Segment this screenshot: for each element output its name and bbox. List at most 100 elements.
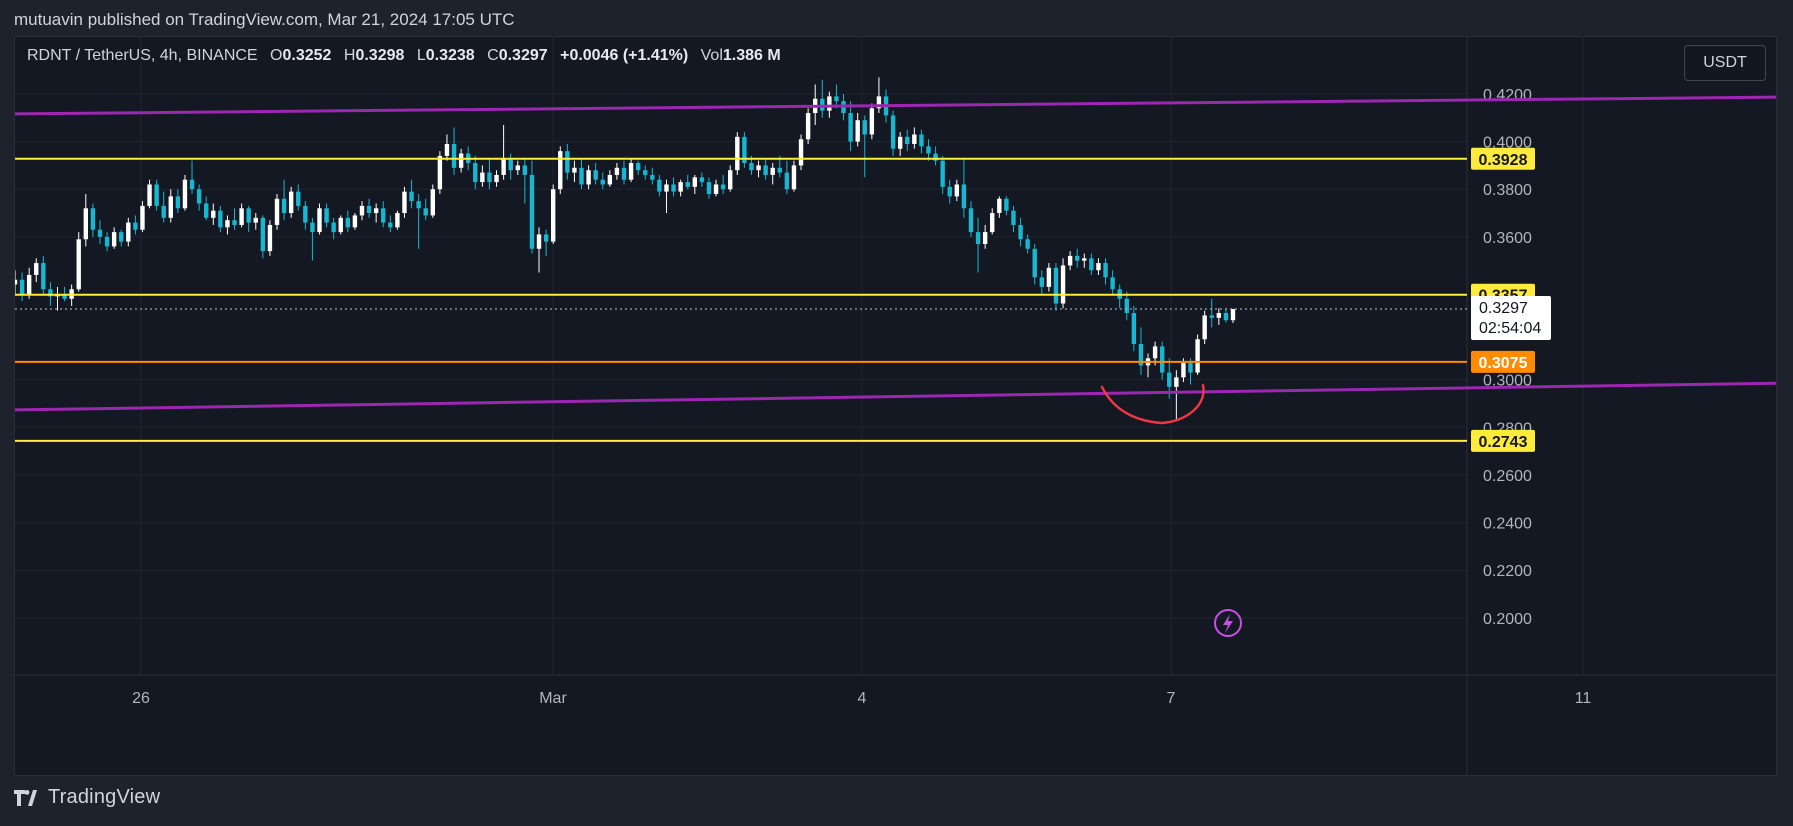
candle-body: [140, 205, 145, 230]
volume-label: Vol: [700, 47, 723, 64]
candle-body: [416, 201, 421, 209]
candle-body: [848, 113, 853, 142]
price-chart[interactable]: 0.42000.40000.38000.36000.30000.28000.26…: [15, 37, 1776, 775]
candle-body: [593, 170, 598, 180]
level-price-tag: [1471, 429, 1535, 452]
candle-body: [1167, 372, 1172, 387]
candle-body: [777, 167, 782, 173]
candle-body: [905, 136, 910, 145]
candle-body: [381, 208, 386, 223]
footer-brand[interactable]: TradingView: [14, 786, 160, 809]
y-tick-label: 0.4000: [1483, 135, 1532, 152]
candle-body: [444, 144, 450, 156]
candle-body: [19, 279, 25, 295]
candle-body: [699, 177, 705, 183]
candle-body: [890, 115, 896, 149]
candle-body: [253, 217, 258, 223]
candle-body: [685, 182, 690, 187]
candle-body: [395, 213, 400, 228]
open-value: 0.3252: [282, 47, 332, 64]
candle-body: [1110, 277, 1115, 290]
candle-body: [728, 170, 733, 190]
candle-body: [650, 174, 655, 180]
candle-body: [345, 217, 351, 228]
candle-body: [430, 189, 435, 216]
currency-button[interactable]: USDT: [1684, 45, 1766, 81]
candle-body: [246, 208, 251, 223]
candle-body: [791, 165, 797, 190]
candle-body: [1039, 277, 1044, 287]
x-tick-label: Mar: [539, 690, 567, 707]
candle-body: [62, 294, 67, 299]
candle-body: [366, 205, 372, 214]
candle-body: [1195, 339, 1200, 373]
candle-body: [954, 184, 960, 197]
candle-body: [635, 163, 641, 171]
candle-body: [919, 134, 924, 147]
candle-body: [834, 96, 839, 102]
chart-panel[interactable]: 0.4200 0.4000 0.3800 0.3600 0.3000 0.2800 0.26…: [14, 36, 1777, 776]
candle-body: [784, 172, 790, 190]
candle-body: [373, 208, 379, 214]
candle-body: [1124, 298, 1129, 314]
candle-body: [352, 215, 358, 228]
candle-body: [388, 222, 393, 228]
candle-body: [402, 191, 407, 214]
candle-body: [912, 134, 917, 145]
x-tick-label: 11: [1575, 690, 1592, 707]
candle-body: [239, 208, 244, 225]
level-price-label: 0.3075: [1479, 355, 1528, 372]
candle-body: [550, 189, 556, 242]
candle-body: [494, 174, 499, 183]
candle-body: [536, 234, 542, 249]
candle-body: [735, 136, 740, 171]
candle-body: [83, 208, 89, 240]
candle-body: [1131, 313, 1137, 345]
candle-body: [1138, 344, 1144, 366]
channel-line: [15, 95, 1776, 116]
channel-line: [15, 381, 1776, 412]
high-label: H: [343, 47, 356, 64]
candle-body: [1223, 313, 1229, 321]
last-price-tag: [1471, 296, 1551, 341]
candle-body: [798, 139, 804, 166]
lightning-icon[interactable]: [1214, 609, 1242, 637]
x-tick-label: 26: [132, 690, 150, 707]
candle-body: [565, 151, 570, 173]
close-value: 0.3297: [498, 47, 548, 64]
candle-body: [1096, 263, 1101, 271]
candle-body: [692, 177, 698, 187]
candle-body: [288, 191, 294, 214]
candle-body: [126, 222, 131, 242]
candle-body: [204, 203, 209, 218]
candle-body: [147, 184, 152, 206]
publisher-header: mutuavin published on TradingView.com, M…: [14, 10, 515, 29]
candle-body: [1152, 346, 1158, 359]
volume-value: 1.386 M: [722, 47, 781, 64]
low-value: 0.3238: [425, 47, 475, 64]
candle-body: [522, 165, 528, 175]
candle-body: [1216, 313, 1222, 318]
candle-body: [1060, 265, 1066, 304]
x-tick-label: 4: [858, 690, 867, 707]
candle-body: [529, 174, 535, 249]
cup-annotation: [1100, 383, 1205, 425]
candle-body: [706, 182, 712, 195]
candle-body: [855, 120, 860, 142]
y-tick-label: 0.2000: [1483, 611, 1532, 628]
candle-body: [111, 232, 117, 247]
candle-body: [1004, 198, 1009, 211]
candle-body: [926, 146, 931, 154]
candle-body: [1103, 263, 1108, 278]
candle-body: [260, 217, 266, 252]
candle-body: [975, 232, 981, 245]
candle-body: [331, 222, 336, 233]
candle-body: [1174, 377, 1179, 387]
candle-body: [749, 163, 754, 171]
candle-body: [614, 167, 620, 175]
symbol-label[interactable]: RDNT / TetherUS, 4h, BINANCE: [27, 47, 258, 64]
candle-body: [572, 167, 577, 173]
candle-body: [267, 224, 273, 252]
y-tick-label: 0.2200: [1483, 563, 1532, 580]
candle-body: [104, 236, 110, 247]
